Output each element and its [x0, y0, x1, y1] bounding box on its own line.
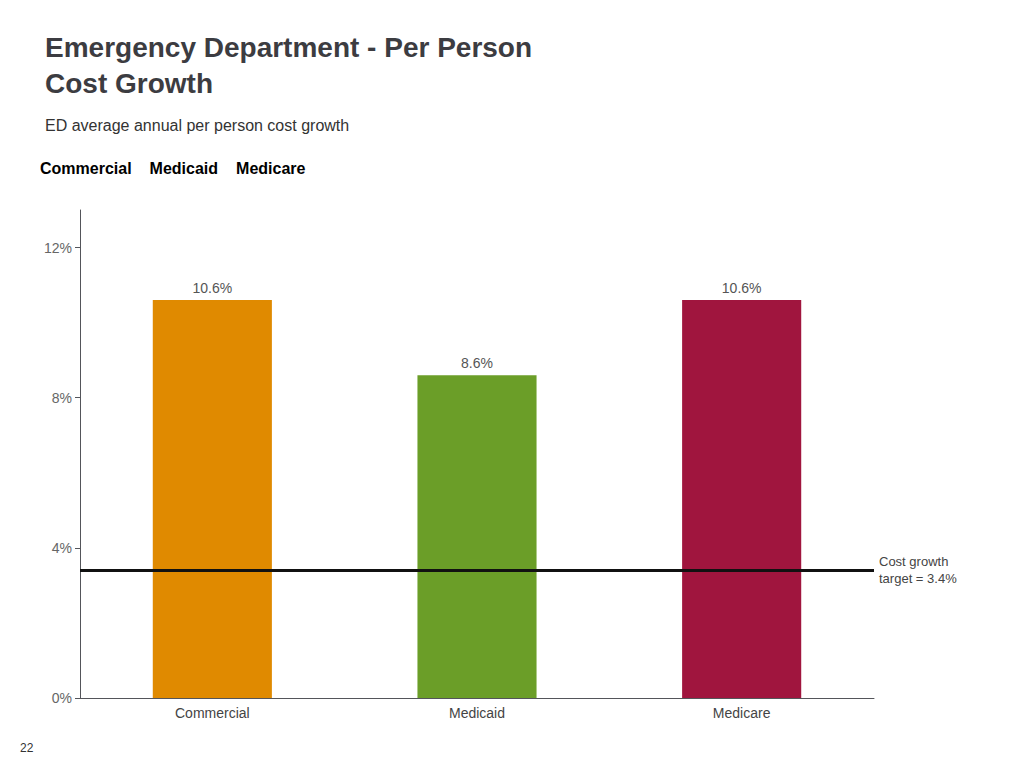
svg-text:Cost growth: Cost growth — [879, 554, 948, 569]
svg-text:22: 22 — [20, 741, 34, 755]
svg-text:ED average annual per person c: ED average annual per person cost growth — [45, 117, 349, 134]
svg-text:10.6%: 10.6% — [192, 280, 232, 296]
svg-text:8%: 8% — [52, 390, 72, 406]
svg-text:12%: 12% — [44, 240, 72, 256]
svg-text:0%: 0% — [52, 690, 72, 706]
svg-text:target = 3.4%: target = 3.4% — [879, 571, 957, 586]
svg-text:8.6%: 8.6% — [461, 355, 493, 371]
svg-text:Emergency Department - Per Per: Emergency Department - Per Person — [45, 32, 532, 63]
svg-text:Medicare: Medicare — [713, 705, 771, 721]
svg-text:Medicaid: Medicaid — [449, 705, 505, 721]
svg-text:Cost Growth: Cost Growth — [45, 68, 213, 99]
svg-text:10.6%: 10.6% — [722, 280, 762, 296]
svg-text:Commercial: Commercial — [175, 705, 250, 721]
svg-text:Medicare: Medicare — [236, 160, 305, 177]
svg-text:4%: 4% — [52, 540, 72, 556]
svg-text:Medicaid: Medicaid — [150, 160, 218, 177]
svg-text:Commercial: Commercial — [40, 160, 132, 177]
